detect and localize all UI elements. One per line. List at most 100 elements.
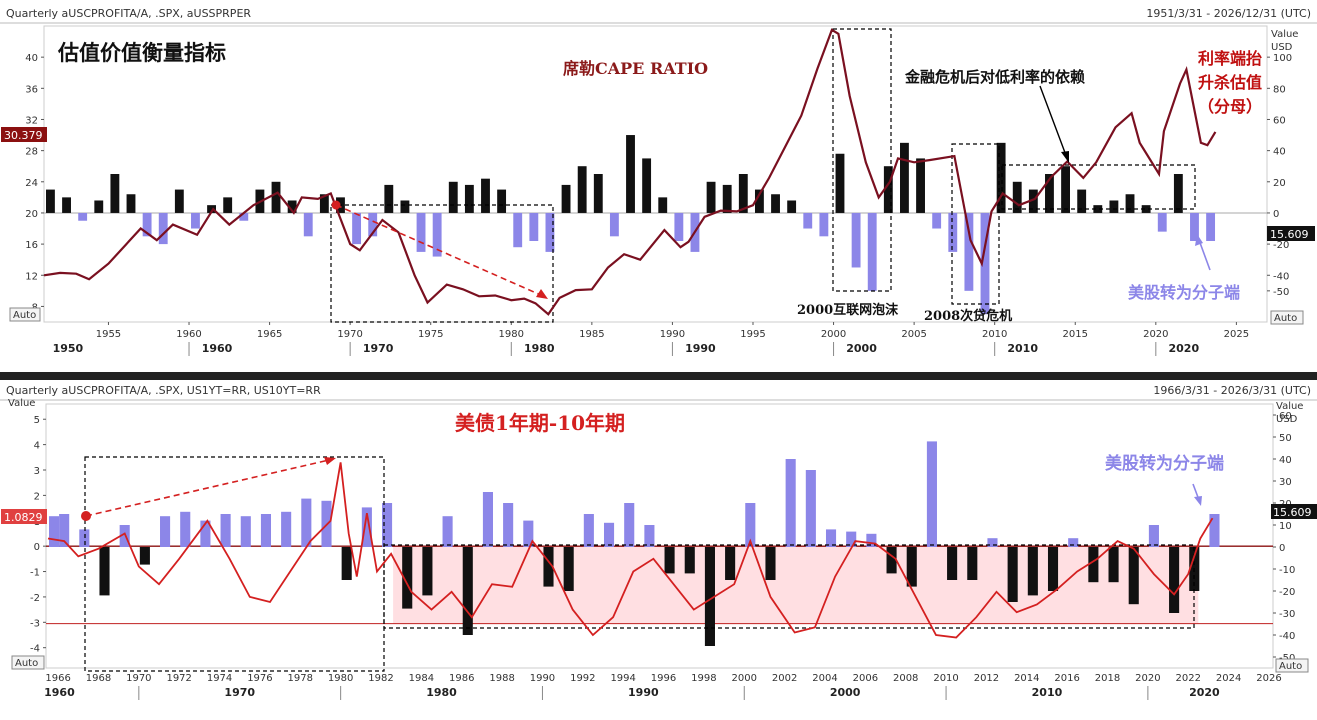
top-auto-left-button[interactable] [9, 307, 41, 322]
bottom-profit-bar [967, 547, 978, 580]
bottom-decade-label: 2010 [1032, 686, 1063, 699]
bottom-profit-bar [1027, 547, 1038, 596]
box-postcrisis [1001, 164, 1196, 210]
top-profit-bar [1061, 166, 1071, 213]
annotation-crisis: 金融危机后对低利率的依赖 [904, 68, 1085, 86]
bottom-profit-bar [160, 516, 171, 547]
top-profit-bar [1045, 174, 1054, 213]
crisis-arrow-head [1061, 151, 1069, 163]
top-profit-bar [158, 212, 168, 245]
bottom-x-tick: 2006 [853, 673, 878, 684]
top-decade-label: 2020 [1169, 342, 1200, 355]
top-profit-bar [94, 200, 104, 213]
top-x-tick: 1975 [418, 329, 443, 340]
bottom-profit-bar [301, 498, 312, 547]
bottom-auto-left-button[interactable] [11, 655, 45, 670]
trend-arrow-bottom [85, 459, 330, 517]
bottom-decade-label: 1970 [224, 686, 255, 699]
top-profit-bar [738, 174, 748, 213]
bottom-x-tick: 2018 [1095, 673, 1120, 684]
bottom-decade-label: 1960 [44, 686, 75, 699]
bottom-profit-bar [785, 459, 796, 547]
bottom-left-tick: 5 [34, 415, 40, 426]
inversion-shade [393, 546, 1199, 624]
annotation-numer-top: 美股转为分子端 [1128, 283, 1240, 302]
top-profit-bar [1093, 205, 1103, 213]
bottom-auto-right-button[interactable] [1275, 658, 1309, 673]
top-plot-frame [43, 25, 1268, 323]
bottom-left-tick: 3 [34, 466, 40, 477]
trend-arrow [335, 204, 544, 297]
top-profit-bar [1109, 200, 1119, 213]
top-profit-bar [593, 174, 603, 213]
bottom-x-tick: 1986 [449, 673, 474, 684]
bottom-left-tick: -4 [30, 644, 40, 655]
bottom-profit-bar [523, 520, 534, 547]
bottom-x-tick: 1982 [368, 673, 393, 684]
top-profit-bar [867, 212, 877, 291]
top-profit-bar [722, 184, 732, 213]
top-profit-bar [964, 212, 974, 291]
top-value-tag-right-bg [1267, 226, 1315, 241]
top-profit-bar [900, 142, 909, 213]
annotation-subprime: 2008次贷危机 [924, 308, 1012, 324]
top-profit-bar [706, 181, 716, 213]
bottom-x-tick: 1996 [651, 673, 676, 684]
top-profit-bar [303, 212, 313, 237]
top-profit-bar [1157, 212, 1167, 232]
top-x-tick: 1970 [337, 329, 362, 340]
top-x-tick: 2020 [1143, 329, 1168, 340]
top-x-tick: 2015 [1063, 329, 1088, 340]
top-x-tick: 1980 [499, 329, 524, 340]
top-right-tick: 60 [1273, 115, 1286, 126]
top-decade-label: 1990 [685, 342, 716, 355]
bottom-x-tick: 2002 [772, 673, 797, 684]
bottom-profit-bar [1209, 514, 1220, 547]
top-profit-bar [916, 158, 925, 213]
bottom-right-tick: 40 [1279, 455, 1292, 466]
bottom-x-tick: 1968 [86, 673, 111, 684]
bottom-profit-bar [1068, 538, 1079, 547]
bottom-profit-bar [361, 507, 372, 547]
top-profit-bar [497, 189, 507, 213]
bottom-profit-bar [866, 533, 877, 547]
bottom-profit-bar [1047, 547, 1059, 591]
bottom-profit-bar [987, 538, 998, 547]
bottom-right-tick: -40 [1279, 631, 1295, 642]
top-profit-bar [1077, 189, 1087, 213]
top-right-tick: -50 [1273, 287, 1289, 298]
bottom-decade-label: 1990 [628, 686, 659, 699]
top-auto-right-label: Auto [1274, 313, 1297, 324]
top-profit-bar [481, 178, 490, 213]
top-left-tick: 36 [25, 84, 38, 95]
top-left-tick: 12 [25, 271, 38, 282]
bottom-x-tick: 2004 [812, 673, 837, 684]
top-header-left: Quarterly aUSCPROFITA/A, .SPX, aUSSPRPER [6, 7, 251, 20]
top-profit-bar [319, 194, 329, 213]
top-profit-bar [803, 212, 813, 229]
annotation-rate-1: 利率端抬 [1198, 49, 1262, 68]
bottom-profit-bar [281, 511, 292, 547]
bottom-auto-left-label: Auto [15, 658, 38, 669]
top-decade-label: 1970 [363, 342, 394, 355]
top-profit-bar [1012, 181, 1022, 213]
top-profit-bar [142, 212, 152, 237]
top-profit-bar [207, 205, 216, 213]
top-profit-bar [1190, 212, 1199, 241]
top-profit-bar [223, 197, 233, 213]
top-auto-right-button[interactable] [1270, 310, 1304, 325]
bottom-x-tick: 2014 [1014, 673, 1039, 684]
bottom-left-axis-label: Value [8, 398, 35, 409]
bottom-value-tag-right: 15.609 [1273, 506, 1312, 519]
top-profit-bar [609, 212, 619, 237]
bottom-profit-bar [402, 547, 413, 609]
cape-line [43, 28, 1217, 316]
bottom-profit-bar [805, 470, 816, 547]
top-value-tag-left-bg [1, 127, 47, 142]
bottom-x-tick: 1974 [207, 673, 232, 684]
cape-label: 席勒CAPE RATIO [563, 59, 708, 78]
top-profit-bar [384, 184, 394, 213]
top-x-tick: 1960 [176, 329, 201, 340]
bottom-profit-bar [442, 516, 453, 547]
top-profit-bar [626, 135, 635, 213]
